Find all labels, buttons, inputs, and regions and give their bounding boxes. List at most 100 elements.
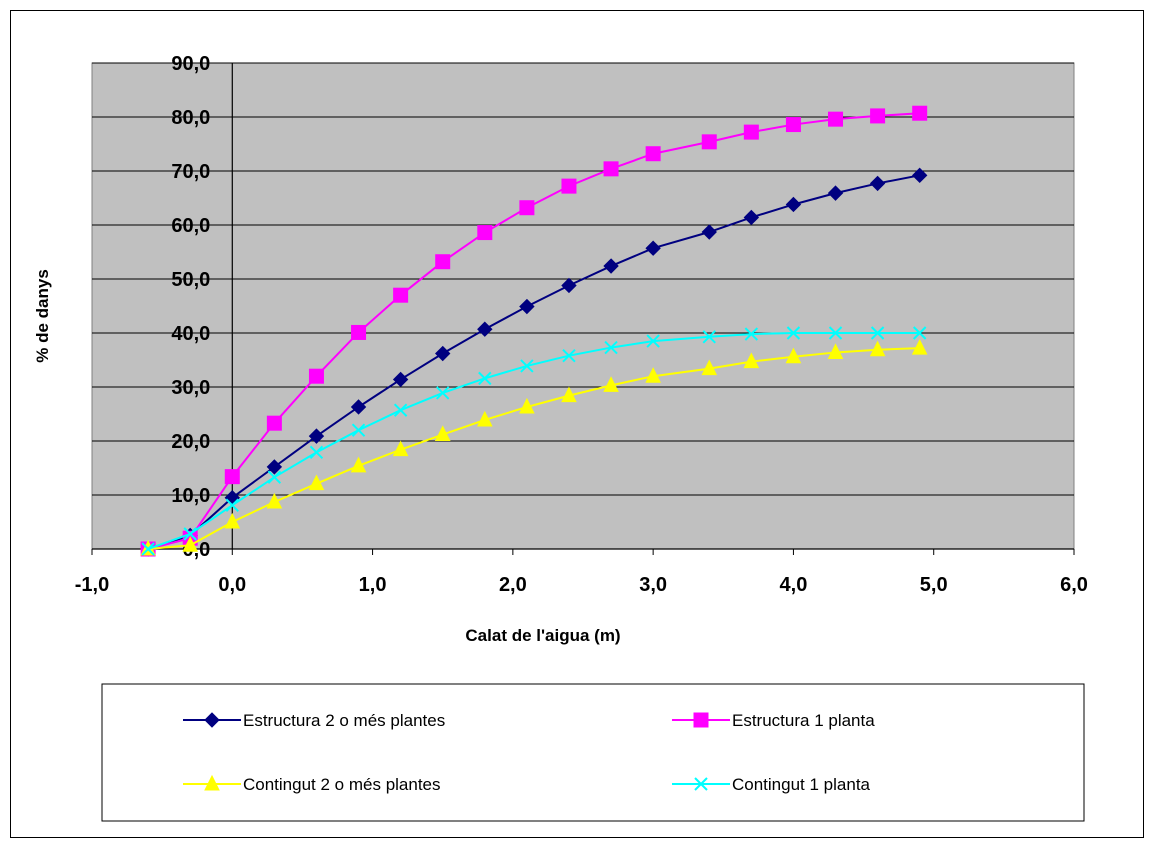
data-point xyxy=(266,492,283,509)
data-point xyxy=(224,512,241,529)
y-tick-label: 80,0 xyxy=(171,107,210,129)
axes: 0,0 10,0 20,0 30,0 40,0 50,0 60,0 70,0 80,0 90,0 -… xyxy=(75,53,1088,596)
x-tick-label: 2,0 xyxy=(499,574,527,596)
data-point xyxy=(351,324,367,340)
data-point xyxy=(702,330,716,344)
data-point xyxy=(911,167,928,184)
y-tick-label: 50,0 xyxy=(171,269,210,291)
data-point xyxy=(225,498,239,512)
x-tick-label: 1,0 xyxy=(359,574,387,596)
data-point xyxy=(266,459,283,475)
data-point xyxy=(561,386,577,403)
marker-stroke xyxy=(744,327,759,341)
data-point xyxy=(870,326,885,340)
y-tick-label: 90,0 xyxy=(171,53,210,75)
x-tick-label: 5,0 xyxy=(920,574,948,596)
marker-stroke xyxy=(141,542,155,556)
x-tick-label: 3,0 xyxy=(639,574,667,596)
data-point xyxy=(912,326,927,340)
data-point xyxy=(785,347,802,364)
data-point xyxy=(561,178,577,194)
data-point xyxy=(827,185,844,201)
data-point xyxy=(392,440,409,457)
data-point xyxy=(267,470,282,484)
legend-label: Estructura 1 planta xyxy=(732,711,875,730)
legend-marker xyxy=(694,777,708,791)
data-point xyxy=(183,527,197,541)
data-point xyxy=(392,371,409,388)
data-point xyxy=(562,348,576,363)
data-point xyxy=(477,225,493,241)
data-point xyxy=(519,200,535,216)
data-point xyxy=(645,146,661,162)
x-axis-title: Calat de l'aigua (m) xyxy=(465,626,620,645)
data-point xyxy=(224,469,240,485)
data-point xyxy=(785,117,801,133)
plot-area xyxy=(91,62,1075,550)
data-point xyxy=(603,161,619,177)
data-point xyxy=(869,175,886,192)
data-point xyxy=(869,340,886,357)
legend: Estructura 2 o més plantes Estructura 1 p… xyxy=(101,683,1085,822)
data-point xyxy=(828,326,843,340)
legend-item: Estructura 2 o més plantes xyxy=(183,711,445,730)
marker-stroke xyxy=(912,326,927,340)
legend-marker xyxy=(204,712,220,728)
data-point xyxy=(308,368,324,384)
data-point xyxy=(520,359,534,373)
data-point xyxy=(477,321,493,337)
marker-stroke xyxy=(786,326,801,340)
data-point xyxy=(351,423,366,437)
marker-stroke xyxy=(393,403,408,417)
data-point xyxy=(911,339,928,355)
data-point xyxy=(743,352,760,369)
data-point xyxy=(561,277,577,294)
data-point xyxy=(744,327,759,341)
data-point xyxy=(701,359,718,376)
chart-frame: 0,0 10,0 20,0 30,0 40,0 50,0 60,0 70,0 80,0 90,0 -… xyxy=(10,10,1144,838)
x-tick-label: 4,0 xyxy=(780,574,808,596)
y-tick-label: 20,0 xyxy=(171,431,210,453)
x-tick-label: -1,0 xyxy=(75,574,109,596)
series-2 xyxy=(140,105,928,557)
y-tick-label: 10,0 xyxy=(171,485,210,507)
y-axis-title: % de danys xyxy=(33,269,52,363)
legend-marker xyxy=(204,774,220,791)
data-point xyxy=(743,124,759,140)
legend-box xyxy=(101,683,1085,822)
data-point xyxy=(603,376,619,392)
data-point xyxy=(141,542,155,556)
gridlines xyxy=(92,62,1074,496)
y-tick-label: 40,0 xyxy=(171,323,210,345)
data-point xyxy=(182,536,199,552)
data-point xyxy=(645,367,661,383)
legend-item: Contingut 1 planta xyxy=(672,775,871,794)
data-point xyxy=(308,474,325,491)
data-point xyxy=(870,108,886,124)
y-tick-label: 60,0 xyxy=(171,215,210,237)
data-point xyxy=(478,371,492,386)
marker-stroke xyxy=(225,498,239,512)
marker-stroke xyxy=(870,326,885,340)
data-point xyxy=(645,240,661,256)
marker-stroke xyxy=(694,777,708,791)
data-point xyxy=(266,415,282,431)
data-point xyxy=(350,399,367,415)
data-point xyxy=(309,445,324,460)
legend-item: Estructura 1 planta xyxy=(672,711,875,730)
data-point xyxy=(308,428,325,444)
data-point xyxy=(646,334,660,348)
marker-stroke xyxy=(436,386,450,400)
x-tick-label: 6,0 xyxy=(1060,574,1088,596)
series-4 xyxy=(141,326,927,556)
data-point xyxy=(604,340,618,355)
marker-stroke xyxy=(646,334,660,348)
data-point xyxy=(743,209,760,226)
data-point xyxy=(519,397,535,414)
data-point xyxy=(436,386,450,400)
marker-stroke xyxy=(309,445,324,460)
data-point xyxy=(476,410,493,427)
legend-label: Estructura 2 o més plantes xyxy=(243,711,445,730)
data-point xyxy=(828,111,844,127)
data-point xyxy=(701,224,717,240)
